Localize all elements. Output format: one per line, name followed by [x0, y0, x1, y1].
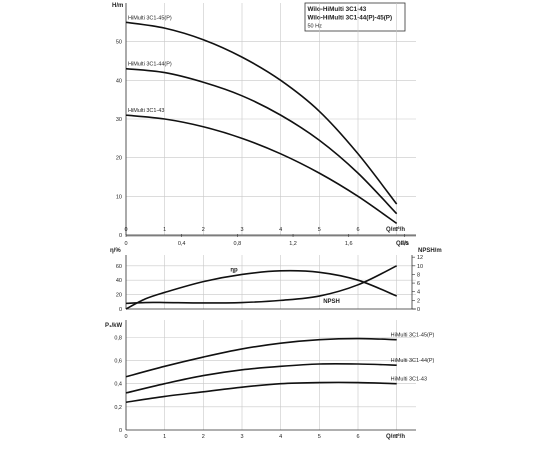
power-grid: [125, 320, 416, 431]
head-x-tick-label: 7: [395, 227, 398, 233]
head-curve-label-2: HiMulti 3C1-44(P): [128, 62, 172, 68]
npsh-y-tick-label: 6: [417, 281, 420, 287]
header-box: [304, 2, 406, 32]
power-y-tick-label: 0: [119, 428, 122, 434]
npsh-y-tick-label: 10: [417, 264, 423, 270]
head-y-tick-label: 20: [116, 156, 122, 162]
header-frequency: 50 Hz: [308, 24, 323, 30]
npsh-y-tick-label: 0: [417, 307, 420, 313]
power-x-tick-label: 0: [124, 434, 127, 440]
head-x-axis-label: Q/m³/h: [386, 226, 405, 233]
power-y-axis-label: P₁/kW: [105, 323, 122, 329]
power-x-tick-label: 5: [318, 434, 321, 440]
head-secondary-x-tick-label: 0,8: [234, 241, 242, 247]
power-x-tick-label: 7: [395, 434, 398, 440]
head-curve-panel: 0 10 20 30 40 50 0 1 2 3 4 5 6 7 0 0,4 0,8 1,2 1,6 2,0 H/m Q/…: [112, 3, 416, 247]
power-x-axis-label: Q/m³/h: [386, 433, 405, 440]
head-y-tick-label: 10: [116, 194, 122, 200]
header-title-line2: Wilo-HiMulti 3C1-44(P)-45(P): [308, 15, 393, 22]
npsh-y-tick-label: 4: [417, 290, 420, 296]
npsh-y-tick-label: 8: [417, 272, 420, 278]
head-secondary-x-tick-label: 2,0: [401, 241, 409, 247]
power-curve-2: [125, 362, 397, 394]
power-y-tick-label: 0,8: [114, 335, 122, 341]
head-curve-2: [125, 67, 398, 215]
npsh-y-tick-label: 12: [417, 255, 423, 261]
head-y-tick-label: 50: [116, 40, 122, 46]
power-curve-1: [125, 337, 397, 378]
power-x-tick-label: 4: [279, 434, 282, 440]
head-secondary-x-tick-label: 1,2: [289, 241, 297, 247]
head-curve-3: [125, 114, 398, 225]
npsh-y-axis-label: NPSH/m: [418, 248, 442, 254]
head-curve-1: [125, 21, 398, 205]
power-x-tick-label: 2: [202, 434, 205, 440]
npsh-y-tick-label: 2: [417, 298, 420, 304]
power-y-tick-label: 0,6: [114, 359, 122, 365]
power-curve-3: [125, 381, 397, 404]
head-y-tick-label: 30: [116, 117, 122, 123]
head-x-tick-label: 2: [202, 227, 205, 233]
head-x-tick-label: 1: [163, 227, 166, 233]
power-x-tick-label: 6: [356, 434, 359, 440]
head-secondary-x-axis-label: Q/l/s: [396, 241, 410, 247]
power-x-tick-label: 1: [163, 434, 166, 440]
header-title-line1: Wilo-HiMulti 3C1-43: [308, 6, 367, 13]
head-curve-label-1: HiMulti 3C1-45(P): [128, 15, 172, 21]
power-x-tick-label: 3: [240, 434, 243, 440]
efficiency-curve-label: ηp: [230, 268, 238, 274]
head-x-tick-label: 3: [240, 227, 243, 233]
npsh-curve-label: NPSH: [323, 299, 340, 305]
eff-y-tick-label: 60: [116, 264, 122, 270]
power-y-tick-label: 0,2: [114, 405, 122, 411]
efficiency-npsh-panel: 0 20 40 60 0 2 4 6 8 10 12 η/% NPSH/m ηp NPSH: [110, 248, 442, 313]
power-y-tick-label: 0,4: [114, 382, 122, 388]
head-x-tick-label: 6: [356, 227, 359, 233]
eff-y-tick-label: 40: [116, 278, 122, 284]
head-x-tick-label: 5: [318, 227, 321, 233]
power-curve-panel: 0 0,2 0,4 0,6 0,8 0 1 2 3 4 5 6 7 P₁/kW Q/m³/h HiMulti …: [105, 320, 435, 440]
head-x-tick-label: 4: [279, 227, 282, 233]
eff-y-tick-label: 0: [119, 307, 122, 313]
head-secondary-x-tick-label: 0: [124, 241, 127, 247]
head-secondary-x-tick-label: 1,6: [345, 241, 353, 247]
head-curve-label-3: HiMulti 3C1-43: [128, 108, 164, 114]
power-curve-label-1: HiMulti 3C1-45(P): [391, 333, 435, 339]
head-y-tick-label: 40: [116, 78, 122, 84]
power-curve-label-3: HiMulti 3C1-43: [391, 377, 427, 383]
eff-y-tick-label: 20: [116, 293, 122, 299]
eff-y-axis-label: η/%: [110, 248, 121, 254]
npsh-curve: [125, 265, 398, 305]
head-secondary-x-tick-label: 0,4: [178, 241, 186, 247]
power-curve-label-2: HiMulti 3C1-44(P): [391, 358, 435, 364]
head-y-axis-label: H/m: [112, 3, 123, 9]
head-y-tick-label: 0: [119, 233, 122, 239]
head-x-tick-label: 0: [124, 227, 127, 233]
efficiency-curve: [125, 269, 397, 310]
